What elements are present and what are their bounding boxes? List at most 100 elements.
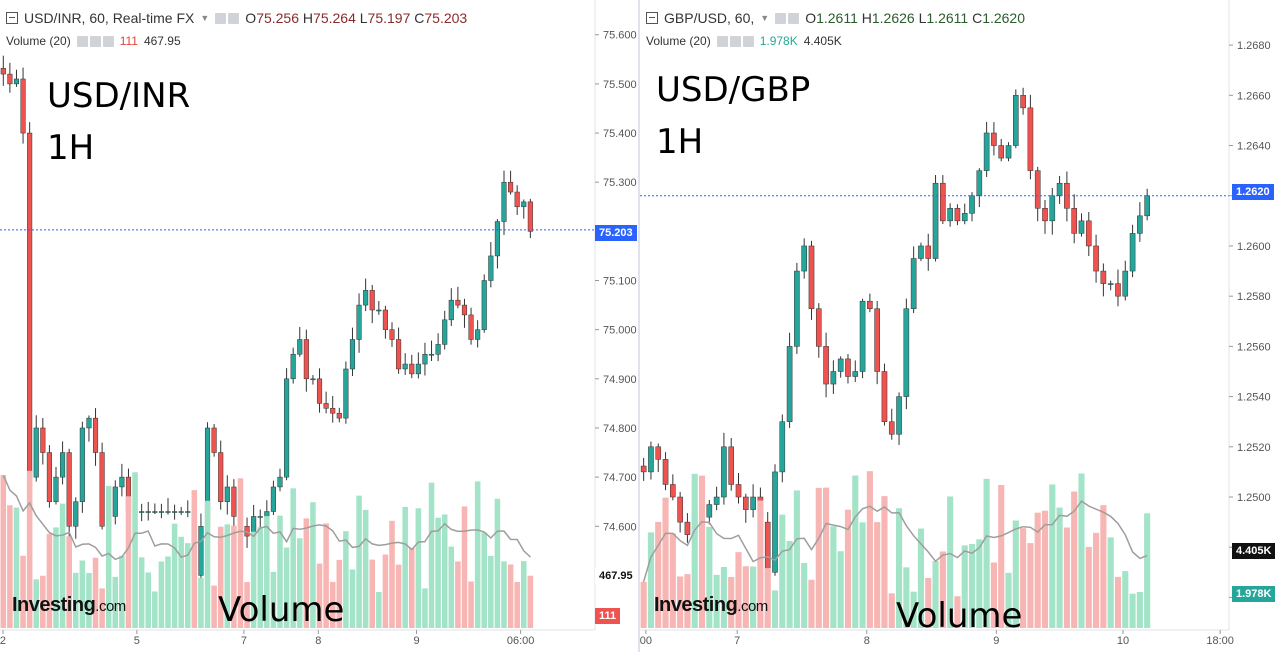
candle-body — [27, 132, 33, 478]
candle-body — [670, 484, 676, 498]
volume-bar — [684, 574, 691, 628]
y-tick-label: 75.600 — [603, 30, 637, 42]
candle-body — [376, 309, 382, 312]
gear-icon[interactable] — [788, 12, 800, 24]
volume-bar — [112, 576, 119, 628]
volume-indicator-title[interactable]: Volume (20) — [6, 34, 71, 48]
volume-bar — [815, 487, 822, 628]
gbpusd-candlestick-plot[interactable]: 1.2680 1.2660 1.2640 1.2620 1.2600 1.2580 1.25… — [640, 0, 1282, 652]
volume-bar — [20, 555, 26, 628]
candle-body — [178, 511, 184, 513]
volume-legend: Volume (20) 1.978K 4.405K — [646, 34, 842, 48]
close-icon[interactable] — [102, 35, 114, 47]
open-value: 1.2611 — [816, 10, 858, 26]
candle-body — [448, 299, 454, 321]
volume-bar — [677, 576, 684, 628]
volume-bar — [389, 520, 395, 628]
volume-bar — [198, 577, 204, 628]
gear-icon[interactable] — [89, 35, 101, 47]
candle-body — [1129, 233, 1136, 272]
candle-body — [0, 68, 6, 75]
volume-bar — [204, 500, 211, 628]
candle-body — [7, 73, 13, 85]
last-price-tag: 75.203 — [595, 225, 637, 241]
y-tick-label: 74.700 — [603, 472, 637, 484]
candle-body — [903, 308, 910, 397]
volume-bar — [488, 555, 494, 628]
candle-body — [1034, 170, 1041, 209]
candle-body — [224, 486, 230, 502]
usdinr-chart-panel[interactable]: 75.60075.50075.40075.30075.20075.10075.0… — [0, 0, 640, 652]
legend-tools-icons[interactable] — [775, 12, 800, 24]
volume-bar — [152, 591, 158, 628]
candle-body — [330, 408, 336, 414]
candle-body — [750, 496, 756, 510]
volume-bar — [72, 572, 79, 628]
gear-icon[interactable] — [228, 12, 240, 24]
volume-bar — [316, 563, 323, 628]
collapse-icon[interactable] — [6, 12, 18, 24]
candle-body — [976, 170, 983, 196]
close-icon[interactable] — [742, 35, 754, 47]
candle-body — [786, 346, 793, 422]
symbol-title[interactable]: GBP/USD, 60, — [664, 10, 755, 26]
candle-body — [270, 486, 276, 512]
volume-bar — [764, 568, 771, 628]
volume-bar — [1085, 546, 1092, 628]
candle-body — [119, 476, 125, 488]
candle-body — [382, 309, 388, 330]
legend-tools-icons[interactable] — [215, 12, 240, 24]
eye-icon[interactable] — [775, 12, 787, 24]
symbol-title[interactable]: USD/INR, 60, Real-time FX — [24, 10, 195, 26]
volume-bar — [349, 569, 356, 628]
volume-bar — [125, 496, 132, 628]
gear-icon[interactable] — [729, 35, 741, 47]
candle-body — [60, 452, 66, 478]
eye-icon[interactable] — [76, 35, 88, 47]
candle-body — [185, 511, 191, 513]
volume-bar — [917, 528, 925, 628]
volume-bar — [1005, 572, 1012, 628]
candle-body — [1056, 182, 1063, 196]
volume-value: 1.978K — [759, 34, 798, 48]
gbpusd-chart-panel[interactable]: 1.2680 1.2660 1.2640 1.2620 1.2600 1.2580 1.25… — [640, 0, 1282, 652]
x-tick-label: 9 — [993, 635, 999, 647]
volume-bar — [191, 490, 198, 628]
volume-tools-icons[interactable] — [76, 35, 114, 47]
volume-bar — [422, 588, 428, 628]
chevron-down-icon[interactable]: ▼ — [200, 13, 210, 23]
candle-body — [488, 255, 494, 281]
volume-bar — [655, 521, 662, 628]
candle-body — [1144, 195, 1150, 217]
volume-indicator-title[interactable]: Volume (20) — [646, 34, 711, 48]
candle-body — [1078, 220, 1085, 234]
volume-bar — [224, 524, 231, 628]
x-tick-label: 7 — [241, 635, 247, 647]
investing-logo: Investing.com — [12, 594, 126, 616]
volume-bar — [939, 551, 946, 628]
candle-body — [772, 471, 778, 573]
volume-bar — [362, 509, 369, 628]
volume-bar — [852, 475, 859, 628]
volume-bar — [455, 561, 461, 628]
volume-bar — [99, 588, 105, 628]
eye-icon[interactable] — [215, 12, 227, 24]
chevron-down-icon[interactable]: ▼ — [760, 13, 770, 23]
y-tick-label: 75.300 — [603, 177, 637, 189]
collapse-icon[interactable] — [646, 12, 658, 24]
volume-bar — [474, 481, 481, 628]
eye-icon[interactable] — [716, 35, 728, 47]
candle-body — [918, 245, 924, 259]
timeframe-overlay-label: 1H — [47, 128, 95, 168]
volume-bar — [640, 581, 647, 628]
candle-body — [514, 191, 520, 208]
candle-body — [998, 145, 1005, 159]
volume-ma-tag: 4.405K — [1232, 543, 1276, 559]
usdinr-candlestick-plot[interactable]: 75.60075.50075.40075.30075.20075.10075.0… — [0, 0, 638, 652]
volume-tag: 1.978K — [1232, 586, 1276, 602]
candle-body — [501, 181, 507, 222]
volume-tools-icons[interactable] — [716, 35, 754, 47]
volume-bar — [837, 551, 844, 628]
y-tick-label: 1.2560 — [1237, 341, 1271, 353]
volume-bar — [647, 532, 655, 628]
